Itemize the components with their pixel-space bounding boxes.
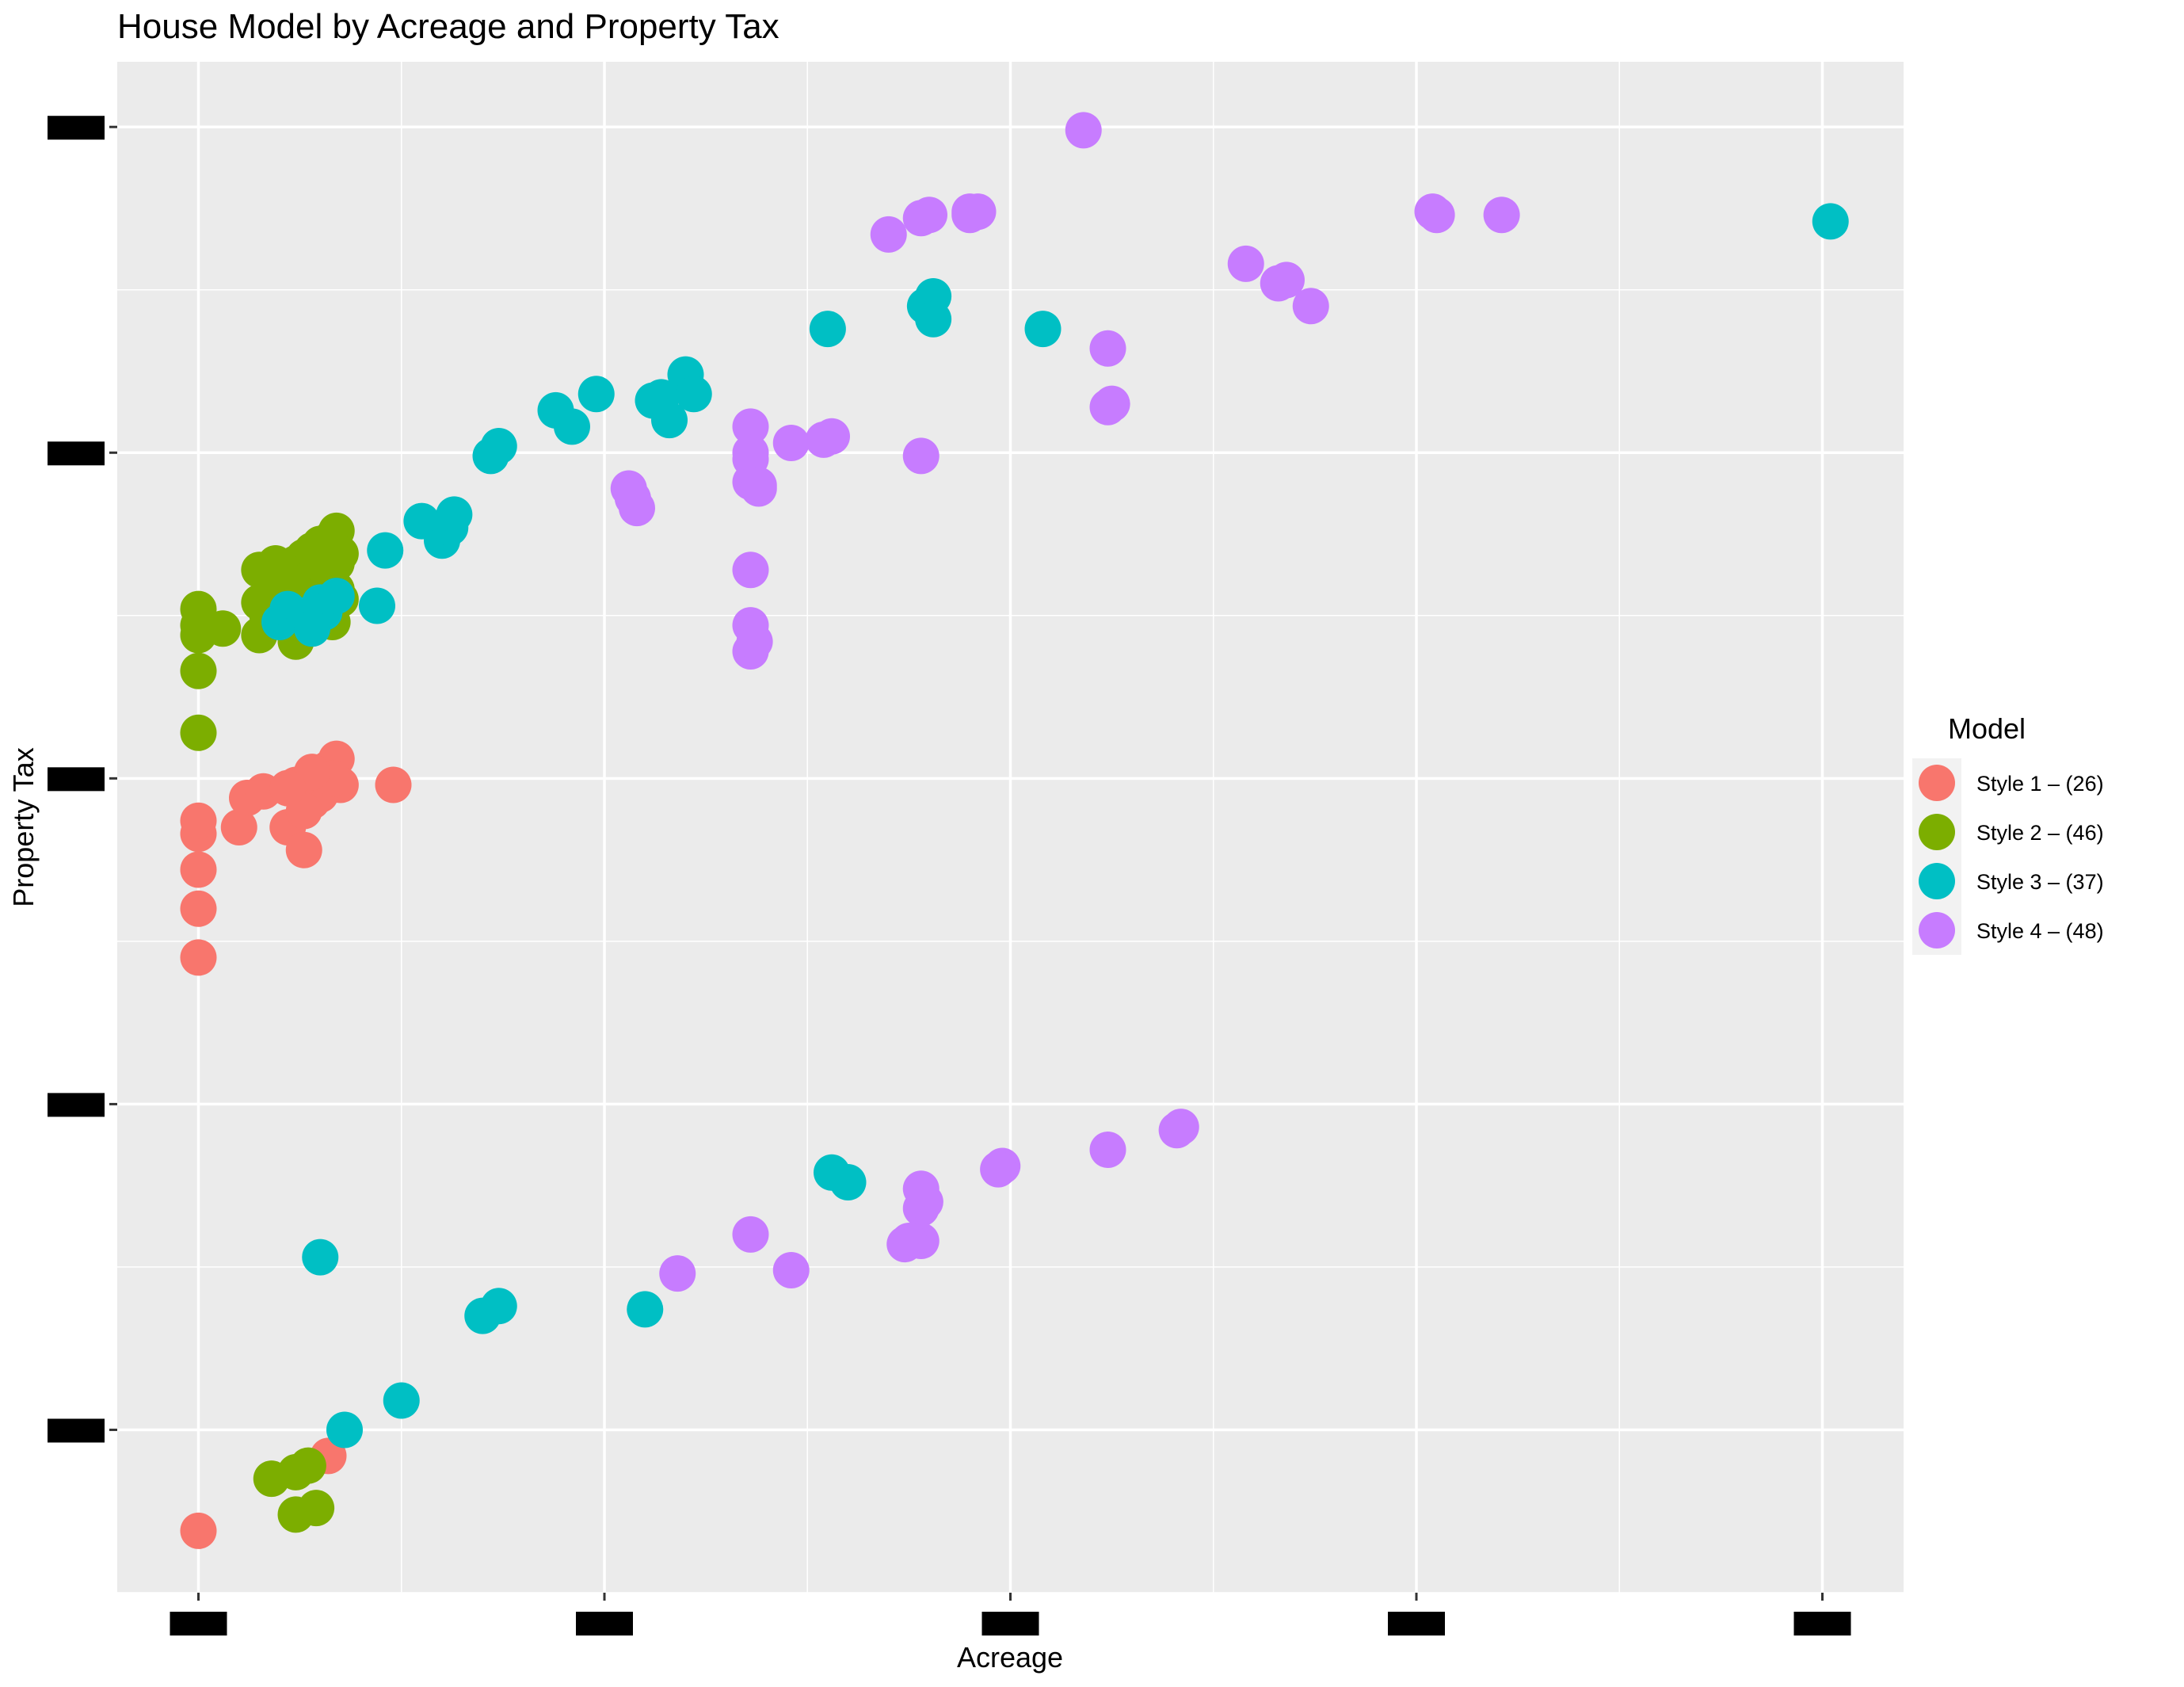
- data-point: [1089, 1131, 1126, 1168]
- data-point: [829, 1164, 867, 1201]
- data-point: [326, 1411, 363, 1448]
- data-point: [1260, 265, 1297, 302]
- legend-label: Style 2 – (46): [1976, 821, 2104, 845]
- data-point: [383, 1382, 420, 1419]
- data-point: [902, 437, 940, 475]
- data-point: [732, 408, 769, 445]
- data-point: [180, 851, 217, 888]
- x-tick-label-redacted: [576, 1612, 633, 1635]
- data-point: [1089, 330, 1126, 367]
- data-point: [1414, 193, 1451, 231]
- data-point: [318, 578, 355, 615]
- data-point: [1292, 288, 1329, 325]
- data-point: [180, 890, 217, 927]
- data-point: [180, 714, 217, 751]
- data-point: [1065, 112, 1102, 149]
- y-tick-label-redacted: [48, 1093, 105, 1117]
- legend-items: Style 1 – (26) Style 2 – (46) Style 3 – (3…: [1912, 758, 2104, 955]
- chart-title: House Model by Acreage and Property Tax: [117, 7, 779, 46]
- data-points: [180, 112, 1849, 1549]
- data-point: [870, 216, 907, 253]
- data-point: [180, 802, 217, 839]
- data-point: [951, 193, 989, 231]
- x-tick-label-redacted: [170, 1612, 227, 1635]
- data-point: [289, 1447, 326, 1484]
- data-point: [480, 428, 517, 465]
- data-point: [375, 766, 412, 803]
- data-point: [302, 1239, 339, 1276]
- data-point: [805, 421, 842, 458]
- x-tick-label-redacted: [1793, 1612, 1851, 1635]
- data-point: [1024, 311, 1062, 348]
- data-point: [732, 552, 769, 589]
- legend: Model Style 1 – (26)Style 2 – (46)Style …: [1912, 712, 2104, 955]
- data-point: [980, 1151, 1017, 1188]
- legend-key: [1919, 912, 1955, 948]
- data-point: [911, 197, 947, 234]
- data-point: [180, 1512, 217, 1549]
- data-point: [1093, 385, 1130, 422]
- data-point: [915, 300, 952, 338]
- data-point: [1227, 245, 1264, 282]
- data-point: [480, 1288, 517, 1325]
- data-point: [180, 652, 217, 689]
- data-point: [1162, 1109, 1199, 1146]
- x-axis-title: Acreage: [957, 1641, 1063, 1674]
- legend-key: [1919, 765, 1955, 801]
- x-tick-label-redacted: [1388, 1612, 1445, 1635]
- data-point: [298, 1490, 335, 1527]
- x-axis: [170, 1593, 1851, 1635]
- data-point: [890, 1223, 928, 1260]
- data-point: [675, 376, 712, 413]
- legend-label: Style 3 – (37): [1976, 870, 2104, 894]
- data-point: [180, 590, 217, 628]
- data-point: [659, 1255, 696, 1292]
- data-point: [180, 939, 217, 976]
- data-point: [294, 610, 330, 647]
- data-point: [269, 769, 307, 807]
- data-point: [627, 1291, 664, 1328]
- data-point: [732, 1216, 769, 1253]
- y-tick-label-redacted: [48, 1418, 105, 1443]
- data-point: [577, 376, 615, 413]
- major-gridlines: [117, 62, 1904, 1593]
- y-axis-title: Property Tax: [7, 747, 40, 906]
- data-point: [1483, 197, 1520, 234]
- data-point: [1812, 203, 1849, 240]
- data-point: [614, 479, 651, 517]
- data-point: [740, 467, 777, 504]
- legend-label: Style 4 – (48): [1976, 919, 2104, 943]
- data-point: [285, 831, 322, 868]
- y-tick-label-redacted: [48, 116, 105, 140]
- y-axis: [48, 116, 117, 1443]
- data-point: [736, 623, 773, 660]
- legend-label: Style 1 – (26): [1976, 772, 2104, 796]
- data-point: [257, 545, 294, 582]
- y-tick-label-redacted: [48, 767, 105, 792]
- legend-key: [1919, 863, 1955, 899]
- legend-key: [1919, 814, 1955, 850]
- x-tick-label-redacted: [981, 1612, 1039, 1635]
- data-point: [772, 424, 810, 461]
- data-point: [367, 532, 404, 569]
- data-point: [732, 434, 769, 471]
- data-point: [809, 311, 846, 348]
- data-point: [906, 1183, 943, 1220]
- data-point: [359, 587, 395, 624]
- data-point: [204, 610, 242, 647]
- data-point: [651, 402, 688, 439]
- data-point: [220, 809, 257, 845]
- legend-title: Model: [1948, 712, 2026, 745]
- y-tick-label-redacted: [48, 441, 105, 466]
- data-point: [772, 1252, 810, 1289]
- data-point: [436, 496, 473, 533]
- data-point: [554, 408, 590, 445]
